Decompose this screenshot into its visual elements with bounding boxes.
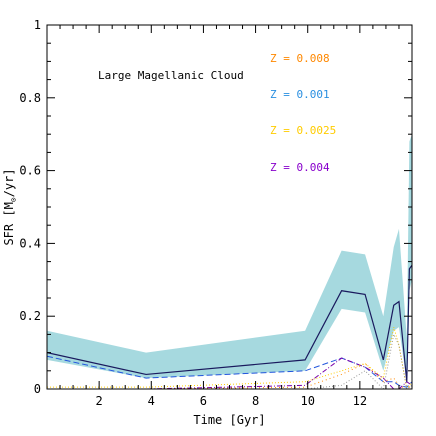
x-axis-title: Time [Gyr]	[193, 413, 265, 427]
series-line-z0-001	[47, 355, 412, 388]
x-tick-label: 4	[148, 394, 155, 408]
legend: Z = 0.008 Z = 0.001 Z = 0.0025 Z = 0.004	[270, 52, 336, 174]
y-axis-title: SFR [M⊙/yr]	[2, 168, 18, 245]
y-tick-label: 0	[34, 382, 41, 396]
y-axis-title-main: SFR [M	[2, 202, 16, 245]
series-line-total	[47, 264, 412, 382]
series-line-grey	[305, 332, 412, 389]
x-tick-label: 10	[300, 394, 314, 408]
x-tick-label: 6	[200, 394, 207, 408]
y-axis-title-end: /yr]	[2, 168, 16, 197]
y-tick-label: 0.6	[19, 164, 41, 178]
y-tick-label: 0.8	[19, 91, 41, 105]
x-tick-label: 2	[96, 394, 103, 408]
sfr-uncertainty-band	[47, 134, 412, 382]
y-tick-label: 0.4	[19, 236, 41, 250]
legend-entry: Z = 0.0025	[270, 124, 336, 137]
legend-entry: Z = 0.004	[270, 161, 330, 174]
y-tick-label: 0.2	[19, 309, 41, 323]
y-axis-title-subscript: ⊙	[9, 197, 18, 202]
series-line-z0-008	[47, 362, 412, 389]
x-tick-label: 8	[252, 394, 259, 408]
galaxy-annotation: Large Magellanic Cloud	[98, 69, 244, 82]
y-tick-label: 1	[34, 18, 41, 32]
legend-entry: Z = 0.008	[270, 52, 330, 65]
x-tick-label: 12	[353, 394, 367, 408]
legend-entry: Z = 0.001	[270, 88, 330, 101]
